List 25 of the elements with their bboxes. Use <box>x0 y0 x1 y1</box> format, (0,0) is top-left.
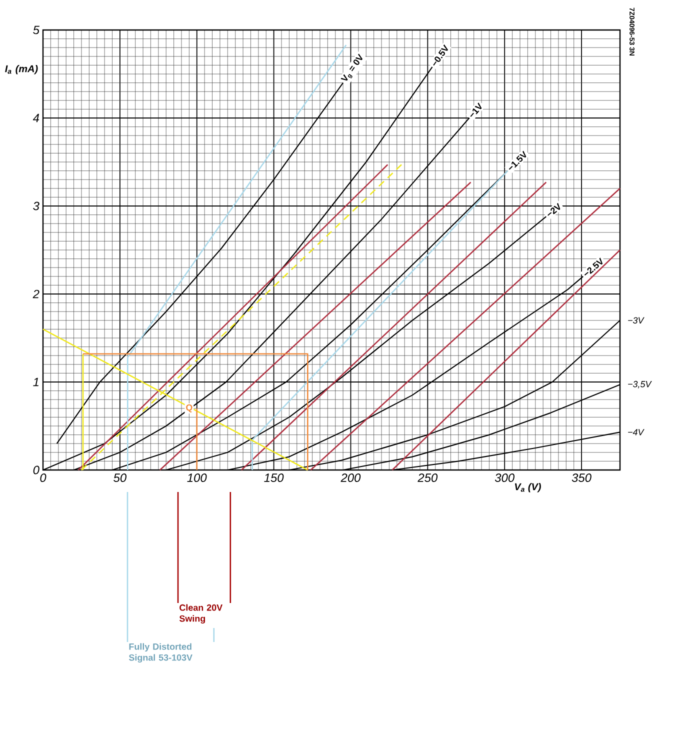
x-tick-label: 150 <box>264 474 284 482</box>
x-tick-label: 100 <box>187 474 207 482</box>
annotation: Q <box>186 404 192 412</box>
text: Fully Distorted Signal 53-103V <box>128 643 192 663</box>
y-tick-label: 3 <box>33 202 40 210</box>
y-tick-label: 1 <box>33 378 38 386</box>
x-tick-label: 250 <box>418 474 438 482</box>
x-tick-label: 0 <box>40 474 46 482</box>
series-label: −3,5V <box>628 380 652 388</box>
x-tick-label: 200 <box>340 474 361 482</box>
x-tick-label: 350 <box>572 474 592 482</box>
series-label: −3V <box>628 317 644 324</box>
y-axis-title: I$_{a}$ (mA) <box>5 64 38 74</box>
text: −2V <box>548 202 560 216</box>
y-tick-label: 5 <box>33 26 40 34</box>
text: V$_{g}$ = 0V <box>340 54 363 81</box>
x-tick-label: 300 <box>494 474 514 482</box>
text: Clean 20V Swing <box>179 604 222 624</box>
x-tick-label: 50 <box>114 474 126 482</box>
text: −1V <box>470 102 482 117</box>
y-tick-label: 2 <box>32 290 40 298</box>
series-label: −4V <box>628 429 644 436</box>
x-axis-title: V$_{a}$ (V) <box>514 482 541 492</box>
y-tick-label: 0 <box>33 466 40 474</box>
y-tick-label: 4 <box>32 114 40 122</box>
